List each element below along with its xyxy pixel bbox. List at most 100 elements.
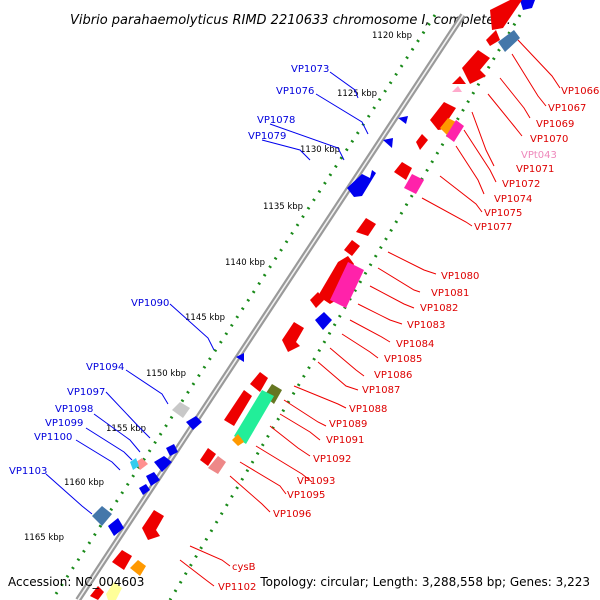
gene-label[interactable]: VP1092 [313,454,351,465]
gene-arrow-reverse[interactable] [356,218,376,236]
gene-label[interactable]: VP1066 [561,86,599,97]
gene-arrow-reverse[interactable] [404,174,424,194]
genome-backbone [75,13,466,600]
gene-label[interactable]: VP1098 [55,404,93,415]
gene-label[interactable]: VP1090 [131,298,169,309]
gene-label[interactable]: VP1081 [431,288,469,299]
gene-label[interactable]: VP1084 [396,339,434,350]
gene-label[interactable]: VP1095 [287,490,325,501]
gene-arrow-reverse[interactable] [232,434,244,446]
scale-label: 1140 kbp [225,258,265,268]
gene-label[interactable]: VP1077 [474,222,512,233]
gene-label[interactable]: VP1099 [45,418,83,429]
forward-gene-labels: VP1073 VP1076 VP1078 VP1079 VP1090 VP109… [9,64,329,477]
gene-label[interactable]: VP1082 [420,303,458,314]
forward-leader-lines [45,71,369,515]
gene-arrow-reverse[interactable] [224,390,252,426]
gene-label[interactable]: VP1102 [218,582,256,593]
gene-label[interactable]: VP1071 [516,164,554,175]
gene-arrow-reverse[interactable] [112,550,132,570]
gene-arrow-forward[interactable] [166,444,178,456]
gene-label[interactable]: VP1087 [362,385,400,396]
gene-arrow-reverse[interactable] [440,118,456,136]
gene-arrow-reverse[interactable] [90,586,104,600]
gene-arrow-forward[interactable] [315,312,332,330]
gene-arrow-forward[interactable] [154,456,172,472]
scale-label: 1120 kbp [372,31,412,41]
gene-arrow-forward[interactable] [139,484,150,495]
gene-arrow-forward[interactable] [92,506,112,526]
gene-label[interactable]: VP1094 [86,362,124,373]
gene-label[interactable]: VP1079 [248,131,286,142]
gene-label[interactable]: VP1086 [374,370,412,381]
gene-arrow-forward[interactable] [136,458,148,470]
gene-label[interactable]: VP1091 [326,435,364,446]
scale-label: 1135 kbp [263,202,303,212]
gene-label[interactable]: VP1097 [67,387,105,398]
gene-arrow-forward[interactable] [520,0,535,10]
gene-label[interactable]: VP1100 [34,432,72,443]
scale-label: 1130 kbp [300,145,340,155]
gene-label[interactable]: VP1078 [257,115,295,126]
scale-label: 1150 kbp [146,369,186,379]
reverse-leader-lines [179,39,561,587]
gene-label[interactable]: VP1076 [276,86,314,97]
gene-arrow-forward[interactable] [172,402,190,418]
scale-label: 1160 kbp [64,478,104,488]
gene-arrow-reverse[interactable] [394,162,412,180]
gene-label[interactable]: VP1096 [273,509,311,520]
gene-arrow-reverse[interactable] [486,30,500,46]
gene-arrow-reverse[interactable] [130,560,146,576]
gene-arrow-reverse[interactable] [416,134,428,150]
gene-label[interactable]: VP1103 [9,466,47,477]
gene-arrow-reverse[interactable] [462,50,490,84]
gene-arrow-reverse[interactable] [208,456,226,474]
gene-arrow-reverse[interactable] [142,510,164,540]
gene-arrow-forward[interactable] [236,353,244,362]
gene-arrow-reverse[interactable] [330,262,364,308]
gene-arrow-reverse[interactable] [344,240,360,256]
map-title: Vibrio parahaemolyticus RIMD 2210633 chr… [70,13,511,28]
gene-label[interactable]: VP1080 [441,271,479,282]
gene-label[interactable]: VP1074 [494,194,532,205]
gene-label[interactable]: VP1075 [484,208,522,219]
gene-arrow-reverse[interactable] [310,292,324,308]
gene-arrow-forward[interactable] [398,116,408,124]
gene-arrow-reverse[interactable] [452,86,462,92]
gene-arrow-reverse[interactable] [250,372,268,392]
accession-text: Accession: NC_004603 [8,575,144,589]
gene-label[interactable]: VP1085 [384,354,422,365]
scale-label: 1145 kbp [185,313,225,323]
gene-arrow-forward[interactable] [130,458,139,470]
gene-arrow-reverse[interactable] [490,0,522,30]
gene-arrow-forward[interactable] [146,472,160,486]
gene-label[interactable]: VP1088 [349,404,387,415]
gene-arrow-reverse[interactable] [446,120,464,142]
gene-arrow-reverse[interactable] [106,582,122,600]
gene-label[interactable]: VP1069 [536,119,574,130]
gene-label[interactable]: VP1083 [407,320,445,331]
gene-arrow-forward[interactable] [383,138,393,148]
gene-arrow-reverse[interactable] [200,448,216,466]
gene-label[interactable]: VP1072 [502,179,540,190]
gene-label[interactable]: VPt043 [521,150,557,161]
gene-label[interactable]: VP1073 [291,64,329,75]
topology-text: Topology: circular; Length: 3,288,558 bp… [259,575,590,589]
gene-label[interactable]: VP1067 [548,103,586,114]
gene-arrow-reverse[interactable] [498,30,520,52]
reverse-gene-labels: VP1066 VP1067 VP1069 VP1070 VPt043 VP107… [218,86,599,593]
gene-arrow-reverse[interactable] [452,76,466,84]
gene-arrow-forward[interactable] [347,170,376,197]
gene-arrow-forward[interactable] [186,416,202,430]
scale-labels: 1120 kbp 1125 kbp 1130 kbp 1135 kbp 1140… [24,31,412,543]
gene-label[interactable]: VP1093 [297,476,335,487]
gene-label[interactable]: VP1070 [530,134,568,145]
gene-label[interactable]: cysB [232,562,256,573]
gene-arrow-reverse[interactable] [282,322,304,352]
gene-arrow-forward[interactable] [108,518,124,536]
scale-label: 1155 kbp [106,424,146,434]
gene-arrow-reverse[interactable] [234,390,274,444]
gene-label[interactable]: VP1089 [329,419,367,430]
gene-arrow-reverse[interactable] [318,256,354,304]
